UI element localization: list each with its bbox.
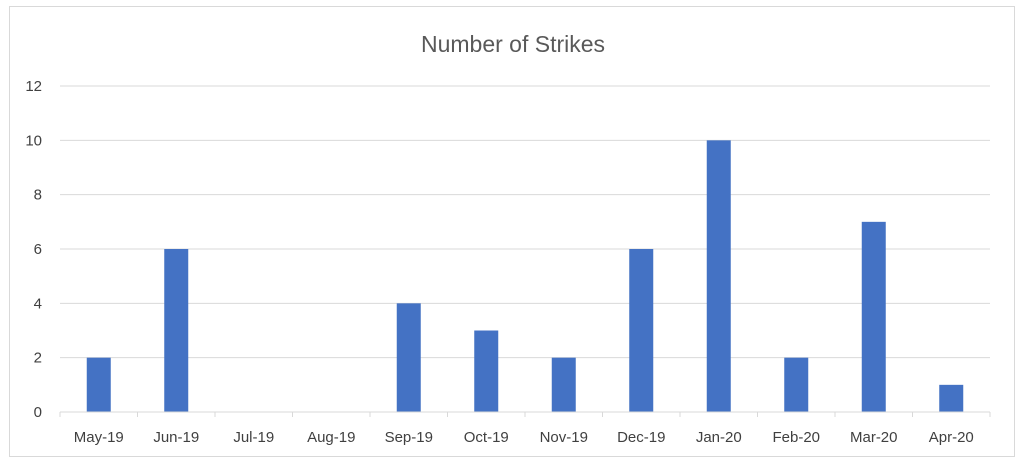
bars	[86, 140, 964, 413]
axes	[59, 411, 991, 417]
x-tick-label: Apr-20	[929, 429, 974, 446]
x-tick-label: Jul-19	[233, 429, 274, 446]
bar	[86, 357, 111, 412]
x-tick-label: Mar-20	[850, 429, 898, 446]
bar	[784, 357, 809, 412]
bar	[706, 140, 731, 413]
x-tick-label: Jun-19	[153, 429, 199, 446]
x-tick-label: May-19	[74, 429, 124, 446]
chart-frame: Number of Strikes 0 2 4 6 8 10 12 May-19 Jun-19 J…	[9, 6, 1015, 457]
tick-labels: 0 2 4 6 8 10 12 May-19 Jun-19 Jul-19 Aug-19 Sep-19 O…	[25, 78, 973, 446]
x-tick-label: Jan-20	[696, 429, 742, 446]
x-tick-label: Nov-19	[540, 429, 588, 446]
x-tick-label: Feb-20	[772, 429, 820, 446]
clipped-caption-area	[0, 458, 1024, 470]
x-tick-label: Aug-19	[307, 429, 355, 446]
x-tick-label: Sep-19	[385, 429, 433, 446]
bar	[396, 303, 421, 412]
y-tick-label: 4	[34, 295, 42, 312]
y-tick-label: 0	[34, 404, 42, 421]
y-tick-label: 8	[34, 187, 42, 204]
bar	[861, 221, 886, 412]
bar	[939, 384, 964, 412]
bar	[629, 249, 654, 412]
y-tick-label: 2	[34, 350, 42, 367]
y-tick-label: 6	[34, 241, 42, 258]
bar	[551, 357, 576, 412]
x-tick-label: Dec-19	[617, 429, 665, 446]
gridlines	[60, 85, 990, 359]
y-tick-label: 10	[25, 132, 42, 149]
bar	[474, 330, 499, 412]
chart-title: Number of Strikes	[420, 31, 606, 57]
bar	[164, 249, 189, 412]
y-tick-label: 12	[25, 78, 42, 95]
bar-chart: 0 2 4 6 8 10 12 May-19 Jun-19 Jul-19 Aug-19 Sep-19 O…	[25, 78, 991, 446]
x-tick-label: Oct-19	[464, 429, 509, 446]
